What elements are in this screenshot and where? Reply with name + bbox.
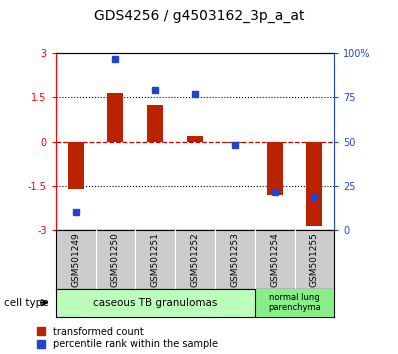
Text: GSM501249: GSM501249: [71, 232, 80, 287]
Text: GSM501251: GSM501251: [151, 232, 160, 287]
Bar: [68, 142, 84, 189]
Text: GDS4256 / g4503162_3p_a_at: GDS4256 / g4503162_3p_a_at: [94, 9, 304, 23]
Bar: [187, 136, 203, 142]
Text: GSM501250: GSM501250: [111, 232, 120, 287]
Bar: [255, 289, 334, 317]
Bar: [107, 93, 123, 142]
Text: normal lung
parenchyma: normal lung parenchyma: [268, 293, 321, 312]
Text: GSM501254: GSM501254: [270, 232, 279, 287]
Bar: [306, 142, 322, 226]
Bar: [147, 105, 163, 142]
Text: GSM501253: GSM501253: [230, 232, 239, 287]
Text: caseous TB granulomas: caseous TB granulomas: [93, 298, 217, 308]
Text: cell type: cell type: [4, 298, 49, 308]
Bar: [267, 142, 283, 195]
Text: GSM501255: GSM501255: [310, 232, 319, 287]
Bar: [227, 142, 243, 143]
Text: GSM501252: GSM501252: [191, 232, 199, 287]
Legend: transformed count, percentile rank within the sample: transformed count, percentile rank withi…: [37, 327, 218, 349]
